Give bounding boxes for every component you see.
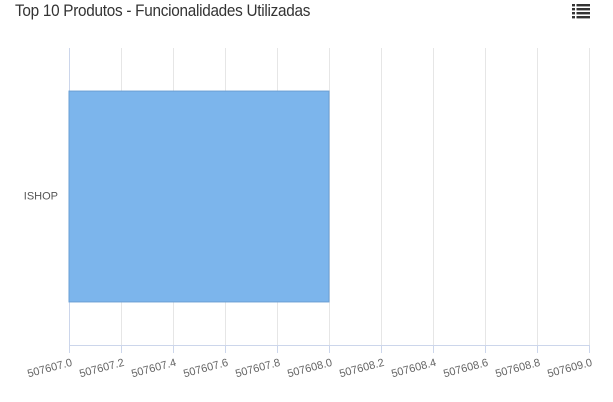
x-tick-label: 507607.8 xyxy=(234,357,281,380)
y-axis: ISHOP xyxy=(24,190,58,202)
x-tick-label: 507608.4 xyxy=(390,357,437,380)
x-tick-label: 507607.4 xyxy=(130,357,177,380)
chart-header: Top 10 Produtos - Funcionalidades Utiliz… xyxy=(0,0,613,26)
x-tick-label: 507607.2 xyxy=(78,357,125,380)
x-tick-label: 507607.6 xyxy=(182,357,229,380)
bar xyxy=(68,90,330,303)
bar-series xyxy=(68,90,330,303)
list-menu-icon[interactable] xyxy=(572,3,590,19)
x-axis: 507607.0 507607.2 507607.4 507607.6 507607.8… xyxy=(26,345,594,380)
x-tick-label: 507608.8 xyxy=(494,357,541,380)
x-tick-label: 507608.0 xyxy=(286,357,333,380)
x-tick-label: 507608.6 xyxy=(442,357,489,380)
x-tick-label: 507609.0 xyxy=(546,357,593,380)
chart-title: Top 10 Produtos - Funcionalidades Utiliz… xyxy=(15,1,311,20)
category-label: ISHOP xyxy=(24,190,58,202)
x-tick-label: 507608.2 xyxy=(338,357,385,380)
x-tick-label: 507607.0 xyxy=(26,357,73,380)
